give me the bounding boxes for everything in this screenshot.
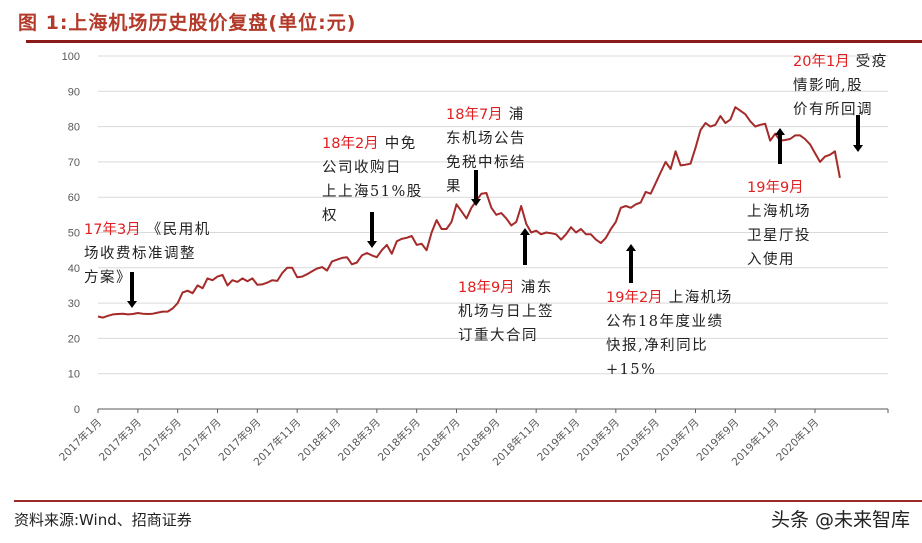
annotation-20-01: 20年1月 受疫 情影响,股 价有所回调 <box>793 50 888 122</box>
arrow-up-icon <box>520 228 530 265</box>
arrow-up-icon <box>626 244 636 283</box>
annotation-text: 订重大合同 <box>458 328 538 344</box>
y-tick-label: 50 <box>68 228 80 240</box>
x-axis-labels: 2017年1月2017年3月2017年5月2017年7月2017年9月2017年… <box>56 416 821 468</box>
annotation-text: +15% <box>606 362 657 378</box>
figure-title: 图 1:上海机场历史股价复盘(单位:元) <box>18 12 357 34</box>
annotation-18-02: 18年2月 中免 公司收购日 上上海51%股 权 <box>322 132 423 228</box>
annotation-19-02: 19年2月 上海机场 公布18年度业绩 快报,净利同比 +15% <box>606 286 733 382</box>
source-note: 资料来源:Wind、招商证券 <box>14 511 192 529</box>
watermark: 头条 @未来智库 <box>770 509 910 531</box>
y-tick-label: 30 <box>68 298 80 310</box>
y-axis-ticks: 0 10 20 30 40 50 60 70 80 90 100 <box>62 51 80 416</box>
annotation-text: 果 <box>446 179 462 195</box>
annotation-text: 情影响,股 <box>793 78 864 94</box>
annotation-text: 公布18年度业绩 <box>606 314 724 330</box>
y-tick-label: 0 <box>74 404 80 416</box>
annotation-date: 17年3月 <box>84 222 141 238</box>
annotation-date: 18年2月 <box>322 136 379 152</box>
y-tick-label: 40 <box>68 263 80 275</box>
y-tick-label: 80 <box>68 122 80 134</box>
y-tick-label: 10 <box>68 369 80 381</box>
annotation-text: 快报,净利同比 <box>606 338 709 354</box>
price-line <box>97 106 841 319</box>
annotation-date: 19年9月 <box>747 180 804 196</box>
arrow-down-icon <box>127 272 137 308</box>
annotation-arrows <box>127 115 863 308</box>
x-axis <box>97 408 889 413</box>
annotation-text: 免税中标结 <box>446 155 526 171</box>
y-tick-label: 60 <box>68 192 80 204</box>
annotation-18-09: 18年9月 浦东 机场与日上签 订重大合同 <box>458 276 554 348</box>
footer-divider <box>14 500 922 502</box>
annotation-text: 浦东 <box>514 280 553 296</box>
y-tick-label: 90 <box>68 86 80 98</box>
annotation-date: 19年2月 <box>606 290 663 306</box>
annotation-19-09: 19年9月 上海机场 卫星厅投 入使用 <box>747 176 811 272</box>
arrow-up-icon <box>775 128 785 164</box>
annotation-text: 方案》 <box>84 270 132 286</box>
x-tick-label: 2020年1月 <box>773 416 821 464</box>
stock-price-chart: 0 10 20 30 40 50 60 70 80 90 100 2017年1月2017年3月201… <box>56 51 889 468</box>
annotation-17-03: 17年3月 《民用机 场收费标准调整 方案》 <box>84 218 211 290</box>
annotation-text: 浦 <box>502 107 525 123</box>
arrow-down-icon <box>471 170 481 206</box>
annotation-text: 上海机场 <box>747 204 811 220</box>
annotation-text: 价有所回调 <box>793 102 873 118</box>
annotation-18-07: 18年7月 浦 东机场公告 免税中标结 果 <box>446 103 526 199</box>
annotation-text: 权 <box>322 208 338 224</box>
y-tick-label: 100 <box>62 51 80 63</box>
annotation-text: 上海机场 <box>662 290 733 306</box>
annotation-date: 18年7月 <box>446 107 503 123</box>
annotation-text: 公司收购日 <box>322 160 402 176</box>
annotation-text: 受疫 <box>849 54 888 70</box>
annotation-text: 东机场公告 <box>446 131 526 147</box>
arrow-down-icon <box>367 212 377 248</box>
y-tick-label: 70 <box>68 157 80 169</box>
arrow-down-icon <box>853 115 863 152</box>
annotation-date: 18年9月 <box>458 280 515 296</box>
y-tick-label: 20 <box>68 333 80 345</box>
annotation-text: 入使用 <box>747 252 795 268</box>
title-divider <box>26 40 922 43</box>
annotation-text: 《民用机 <box>140 222 211 238</box>
annotation-text: 卫星厅投 <box>747 228 811 244</box>
annotation-text: 上上海51%股 <box>322 184 423 200</box>
annotation-text: 机场与日上签 <box>458 304 554 320</box>
annotation-text: 场收费标准调整 <box>84 246 196 262</box>
annotation-text: 中免 <box>378 136 417 152</box>
annotation-date: 20年1月 <box>793 54 850 70</box>
